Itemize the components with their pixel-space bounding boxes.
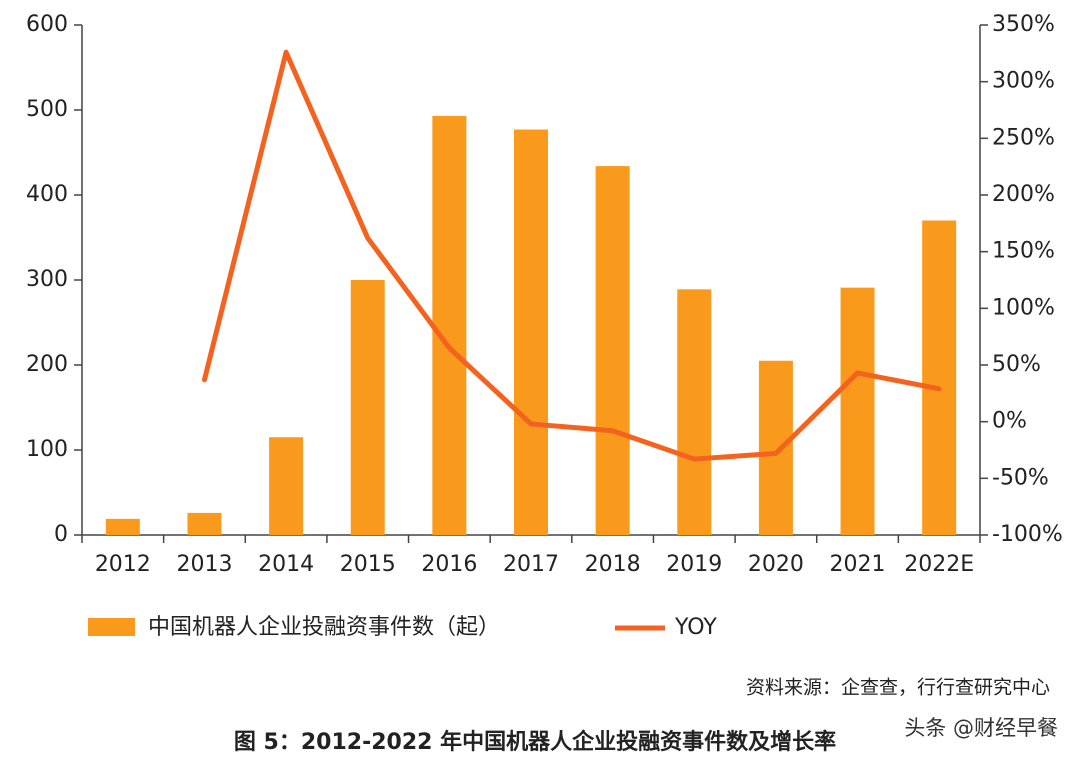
bar xyxy=(514,129,548,536)
y2-tick-label: 200% xyxy=(992,182,1055,207)
x-tick-label: 2020 xyxy=(748,552,804,577)
y-tick-label: 600 xyxy=(26,12,68,37)
x-tick-label: 2014 xyxy=(258,552,314,577)
x-tick-label: 2017 xyxy=(503,552,559,577)
y2-tick-label: 0% xyxy=(992,409,1027,434)
y2-tick-label: 350% xyxy=(992,12,1055,37)
bar xyxy=(595,166,630,535)
legend-label: YOY xyxy=(674,615,717,640)
y-tick-label: 400 xyxy=(26,182,68,207)
x-tick-label: 2015 xyxy=(340,552,396,577)
y2-tick-label: 150% xyxy=(992,239,1055,264)
bar xyxy=(432,115,467,535)
y-tick-label: 300 xyxy=(26,267,68,292)
y-tick-label: 0 xyxy=(54,522,68,547)
y-tick-label: 200 xyxy=(26,352,68,377)
legend-label: 中国机器人企业投融资事件数（起） xyxy=(148,615,500,640)
x-tick-label: 2019 xyxy=(666,552,722,577)
legend-swatch xyxy=(88,618,135,636)
bar xyxy=(350,280,385,535)
x-tick-label: 2012 xyxy=(95,552,151,577)
y-tick-label: 100 xyxy=(26,437,68,462)
bar xyxy=(677,289,712,535)
x-tick-label: 2016 xyxy=(421,552,477,577)
y-tick-label: 500 xyxy=(26,97,68,122)
bar xyxy=(105,518,140,535)
bar xyxy=(922,220,957,535)
caption: 图 5：2012-2022 年中国机器人企业投融资事件数及增长率 xyxy=(234,729,836,755)
watermark: 头条 @财经早餐 xyxy=(904,716,1058,740)
bar xyxy=(758,360,793,535)
bar xyxy=(840,287,875,535)
x-tick-label: 2018 xyxy=(585,552,641,577)
bar xyxy=(187,512,222,535)
x-tick-label: 2022E xyxy=(904,552,974,577)
bar xyxy=(269,437,304,535)
y2-tick-label: 250% xyxy=(992,125,1055,150)
y2-tick-label: 300% xyxy=(992,69,1055,94)
line xyxy=(201,49,942,462)
y2-tick-label: -50% xyxy=(992,465,1049,490)
source: 资料来源：企查查，行行查研究中心 xyxy=(746,677,1050,699)
y2-tick-label: 50% xyxy=(992,352,1041,377)
x-tick-label: 2021 xyxy=(830,552,886,577)
y2-tick-label: -100% xyxy=(992,522,1063,547)
y2-tick-label: 100% xyxy=(992,295,1055,320)
x-tick-label: 2013 xyxy=(176,552,232,577)
